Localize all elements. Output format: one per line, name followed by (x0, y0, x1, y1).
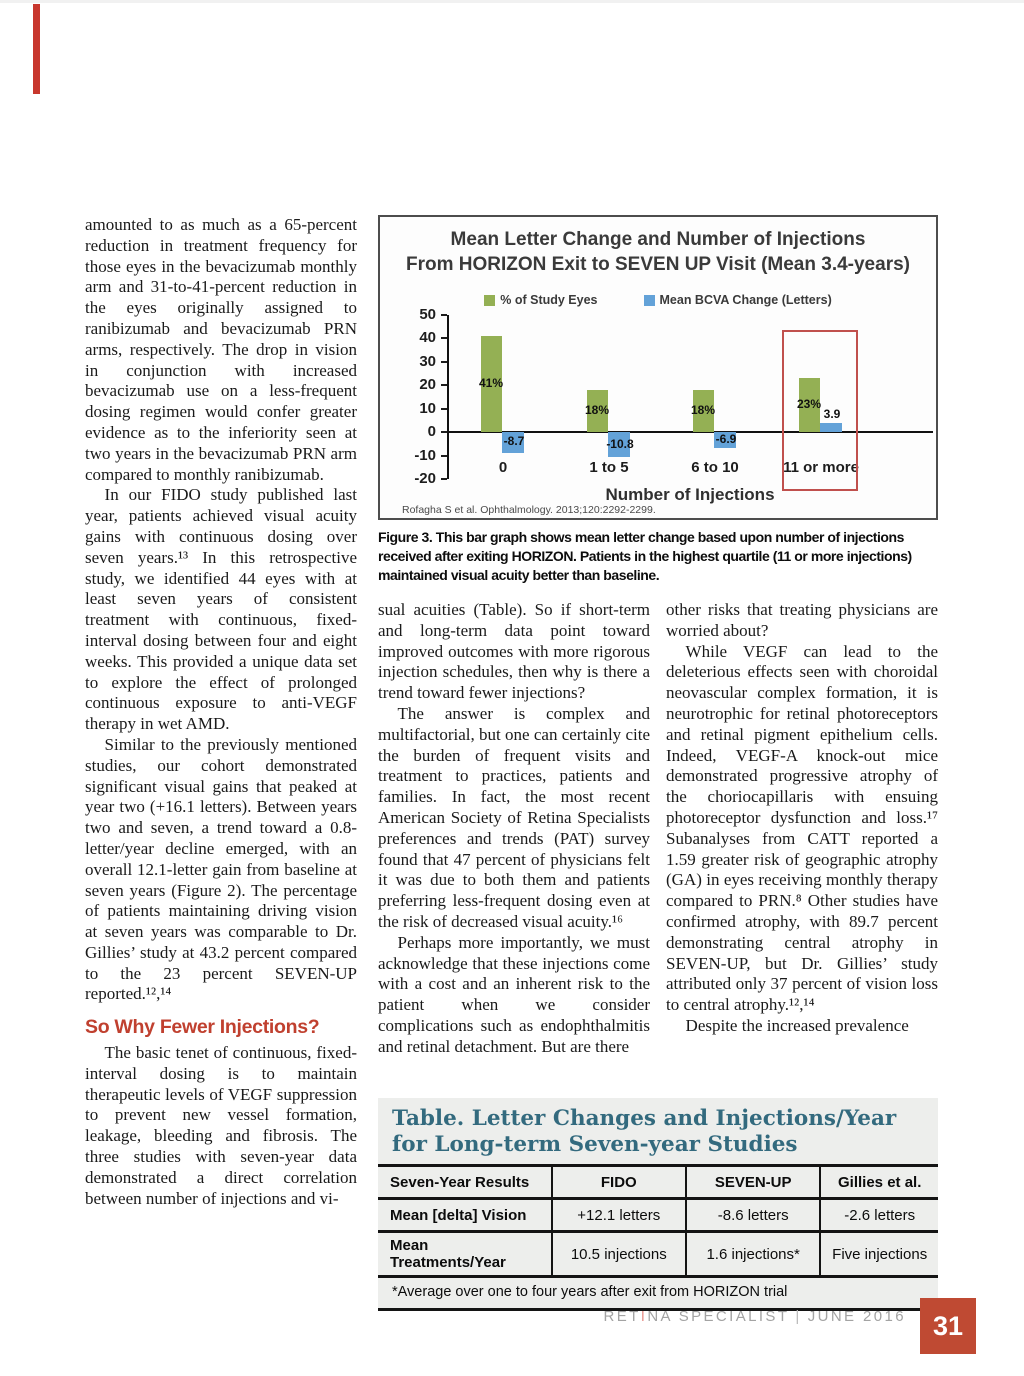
text-column-1: amounted to as much as a 65-percent redu… (85, 215, 357, 1209)
brand-accent-letter: I (640, 1308, 648, 1325)
legend-swatch-blue (643, 294, 655, 306)
text-column-3: other risks that treating physicians are… (666, 600, 938, 1037)
page-top-edge (0, 0, 1024, 3)
table-figure: Table. Letter Changes and Injections/Yea… (378, 1098, 938, 1311)
y-tick-label: 0 (427, 423, 436, 441)
bar-bcva-change (714, 432, 736, 449)
table-header: Seven-Year Results (378, 1164, 552, 1200)
bar-label: 41% (478, 376, 504, 391)
legend-item-study-eyes: % of Study Eyes (484, 293, 598, 307)
figure-3: Mean Letter Change and Number of Injecti… (378, 215, 938, 585)
y-tick-label: -10 (414, 446, 436, 464)
x-category-label: 6 to 10 (691, 459, 739, 477)
table-cell: 10.5 injections (550, 1230, 686, 1278)
chart-legend: % of Study Eyes Mean BCVA Change (Letter… (380, 293, 936, 307)
highlight-rect (782, 330, 858, 491)
bar-study-eyes (693, 389, 714, 433)
footer-brand: RETINA SPECIALIST | JUNE 2016 (604, 1308, 906, 1325)
bar-bcva-change (608, 432, 630, 458)
plot-area: 41% -8.7 0 18% -10.8 1 to 5 18% -6.9 6 to 10 23% 3… (447, 315, 933, 491)
table-cell: Five injections (819, 1230, 938, 1278)
figure-caption: Figure 3. This bar graph shows mean lett… (378, 529, 912, 583)
y-tick-label: 10 (419, 399, 436, 417)
chart-title-line2: From HORIZON Exit to SEVEN UP Visit (Mea… (406, 254, 910, 275)
brand-post: NA SPECIALIST (647, 1308, 790, 1325)
bar-bcva-change (820, 423, 842, 433)
table-header: FIDO (550, 1164, 686, 1200)
table-row: Mean [delta] Vision +12.1 letters -8.6 l… (378, 1197, 938, 1233)
table-cell: -8.6 letters (684, 1197, 821, 1233)
zero-line (447, 431, 933, 434)
table-header-row: Seven-Year Results FIDO SEVEN-UP Gillies… (378, 1164, 938, 1200)
bar-label: 23% (796, 397, 822, 412)
bar-label: -8.7 (503, 434, 525, 449)
legend-item-bcva-change: Mean BCVA Change (Letters) (643, 293, 832, 307)
y-tick-label: -20 (414, 470, 436, 487)
table-cell: +12.1 letters (550, 1197, 686, 1233)
x-axis-title: Number of Injections (605, 485, 775, 504)
y-tick-label: 30 (419, 352, 436, 370)
x-category-label: 0 (498, 459, 508, 477)
table-title-line1: Table. Letter Changes and Injections/Yea… (392, 1106, 897, 1131)
body-paragraph: In our FIDO study published last year, p… (85, 485, 357, 734)
table-cell: Mean Treatments/Year (378, 1230, 552, 1278)
legend-swatch-green (484, 294, 496, 306)
y-tick-mark (441, 314, 447, 316)
bar-label: -6.9 (715, 432, 737, 447)
y-tick-mark (441, 407, 447, 410)
x-category-label: 1 to 5 (589, 459, 629, 477)
legend-label: Mean BCVA Change (Letters) (659, 293, 832, 307)
table-title-line2: for Long-term Seven-year Studies (392, 1132, 798, 1157)
y-tick-mark (441, 478, 447, 480)
bar-label: -10.8 (606, 436, 634, 451)
y-tick-mark (441, 454, 447, 457)
y-tick-label: 50 (419, 306, 436, 323)
y-axis-line (447, 315, 449, 479)
y-tick-mark (441, 337, 447, 340)
table-header: Gillies et al. (819, 1164, 938, 1200)
section-heading: So Why Fewer Injections? (85, 1016, 320, 1039)
body-paragraph: Despite the increased prevalence (685, 1015, 909, 1035)
bar-study-eyes (587, 389, 608, 433)
text-column-2: sual acuities (Table). So if short-term … (378, 600, 650, 1058)
y-tick-label: 40 (419, 329, 436, 347)
data-table: Seven-Year Results FIDO SEVEN-UP Gillies… (378, 1164, 938, 1278)
body-paragraph: Similar to the previously mentioned stud… (85, 734, 357, 1004)
bar-label: 3.9 (823, 407, 841, 421)
table-cell: Mean [delta] Vision (378, 1197, 552, 1233)
y-tick-label: 20 (419, 376, 436, 394)
footer-issue: JUNE 2016 (807, 1308, 906, 1325)
table-cell: 1.6 injections* (684, 1230, 821, 1278)
footer-separator: | (795, 1308, 802, 1325)
legend-label: % of Study Eyes (500, 293, 598, 307)
body-paragraph: other risks that treating physicians are… (666, 600, 938, 640)
bar-label: 18% (690, 403, 716, 418)
chart-source: Rofagha S et al. Ophthalmology. 2013;120… (402, 504, 656, 516)
table-header: SEVEN-UP (684, 1164, 821, 1200)
bar-chart: Mean Letter Change and Number of Injecti… (378, 215, 938, 520)
body-paragraph: Perhaps more importantly, we must acknow… (378, 932, 650, 1056)
bar-study-eyes (481, 336, 502, 433)
page-number: 31 (932, 1310, 964, 1341)
y-tick-mark (441, 384, 447, 387)
body-paragraph: While VEGF can lead to the deleterious e… (666, 641, 938, 1015)
table-row: Mean Treatments/Year 10.5 injections 1.6… (378, 1230, 938, 1278)
page-number-box: 31 (920, 1298, 976, 1354)
brand-pre: RET (603, 1308, 641, 1325)
body-paragraph: sual acuities (Table). So if short-term … (378, 600, 650, 703)
bar-label: 18% (584, 403, 610, 418)
y-tick-mark (441, 360, 447, 363)
body-paragraph: The answer is complex and multifactorial… (378, 703, 650, 931)
accent-bar (33, 4, 40, 94)
x-category-label: 11 or more (783, 459, 859, 477)
table-cell: -2.6 letters (819, 1197, 938, 1233)
table-footnote: *Average over one to four years after ex… (378, 1278, 938, 1311)
chart-title-line1: Mean Letter Change and Number of Injecti… (450, 229, 866, 250)
body-paragraph: The basic tenet of continuous, fixed-int… (85, 1043, 357, 1208)
bar-bcva-change (502, 432, 524, 453)
y-tick-mark (441, 431, 447, 434)
body-paragraph: amounted to as much as a 65-percent redu… (85, 215, 357, 484)
bar-study-eyes (799, 378, 820, 433)
